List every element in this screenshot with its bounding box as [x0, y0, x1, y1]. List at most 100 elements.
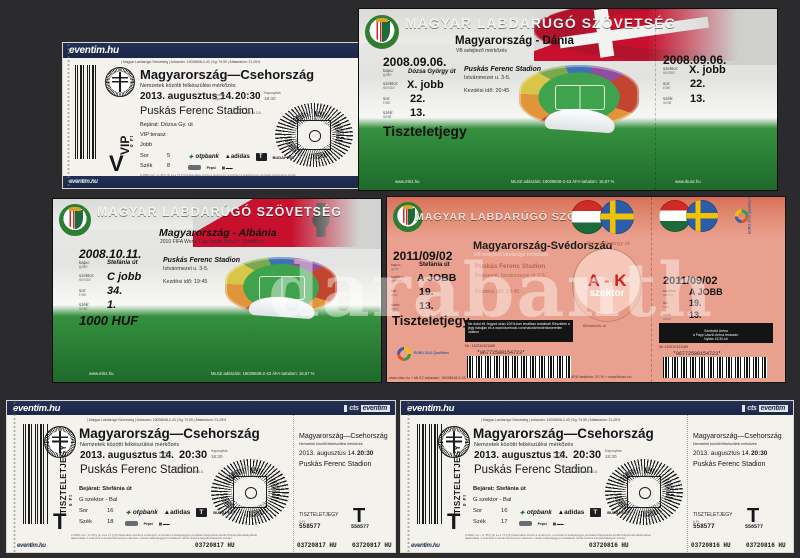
stub-category: TISZTELETJEGY	[693, 512, 733, 518]
category-vertical: TISZTELETJEGY	[453, 444, 462, 514]
footer-center-tax: ÁFA-tartalom: 20 % + www.ibusz.hu	[571, 375, 632, 379]
seat-value: 1.	[107, 299, 117, 311]
euro-ring-icon-bottom	[397, 347, 411, 361]
gate-open-label: Kapunyitás	[211, 449, 228, 453]
row-label: sor: row	[383, 96, 391, 106]
sector-label-hu: szektor:	[383, 81, 399, 86]
venue-name: Puskás Ferenc Stadion	[474, 464, 593, 476]
seat-label-hu: szék:	[79, 302, 90, 307]
stub-seat-label: szék seat	[663, 313, 671, 321]
stub-barcode	[663, 357, 767, 378]
price-vertical: 0 Ft	[129, 134, 134, 147]
row-label: sor: row	[391, 289, 398, 297]
row-value: 34.	[107, 285, 123, 297]
sector-value: C jobb	[107, 271, 142, 283]
stub-date: 2008.09.06.	[663, 53, 727, 67]
stub-number: 558577	[299, 523, 321, 530]
euro-ring-icon	[734, 208, 749, 223]
row-label: Sor	[140, 153, 149, 159]
gate-top-note: Dózsa György út	[587, 241, 630, 247]
sponsor-otpbank: otpbank	[188, 153, 219, 161]
euro-logo-label-bottom: EURO 2012 Qualifiers	[414, 351, 449, 356]
stub-seat-label-hu: szék	[663, 312, 672, 317]
flag-hungary-icon-stub	[659, 200, 691, 232]
sector-value: X. jobb	[407, 79, 444, 91]
stub-sector-label-hu: szektor:	[663, 66, 679, 71]
ticket-mlsz-2011-se[interactable]: MAGYAR LABDARÚGÓ SZÖVETSÉG EURO 2012 Qua…	[386, 196, 786, 383]
header-right-fade	[647, 9, 777, 65]
ticket-meta-line: | Magyar Labdarúgó Szövetség | Adószám: …	[87, 418, 227, 422]
sector-label-en: sector	[79, 277, 91, 283]
stub-row-label: sor: row	[663, 81, 670, 91]
entrance-info: Bejárat: Stefánia út	[473, 486, 526, 492]
footer-right-url[interactable]: www.ibusz.hu	[675, 179, 701, 184]
match-subtitle: VB selejtező mérkőzés	[456, 48, 507, 54]
sponsor-pill-2: Pepsi	[143, 521, 153, 526]
venue-address: Istvánmezei u. 3-5.	[464, 75, 511, 81]
row-label-hu: sor:	[383, 96, 391, 101]
category-big-letter: V	[109, 151, 124, 176]
gate-label-en: gate	[383, 72, 392, 78]
flag-sweden-icon	[600, 200, 634, 234]
kickoff-time: 20:30	[179, 449, 208, 461]
ticket-eventim-2013-cz-b[interactable]: eventim.hu cts eventim | Magyar Labdarúg…	[400, 400, 794, 553]
stub-row-value: 22.	[690, 78, 706, 90]
seat-label-en: seat	[383, 114, 392, 120]
match-subtitle: Nemzetek közötti felkészülési mérkőzés	[474, 442, 574, 448]
stub-barcode-number: *06772500154723*	[673, 351, 722, 357]
sector-info: G szektor - Bal	[473, 497, 512, 503]
cts-eventim-logo: cts eventim	[344, 404, 390, 412]
stub-note-text: Szurkolói Aréna a Papp László Aréna tera…	[692, 329, 740, 342]
sector-badge-note: Bilétakérés: ut	[583, 324, 606, 328]
row-label-en: row	[391, 292, 398, 297]
footer-left-url[interactable]: www.mlsz.hu	[89, 371, 114, 376]
stub-price: 0 Ft	[299, 520, 305, 524]
price-vertical: 0 Ft	[462, 494, 467, 506]
legal-text: A 2008. évi I. tv. 55.§ (1) és a 71.§ (2…	[71, 533, 258, 541]
ticket-category: Tiszteletjegy	[383, 123, 467, 139]
stub-match-date: 2013. augusztus 14.	[299, 450, 357, 457]
sponsor-pill-3: ▤ ▬▬	[158, 521, 170, 526]
sector-label: szektor: sector	[383, 81, 399, 91]
legal-text: A 2008. évi I. tv. 55.§ (1) és a 71.§ (2…	[465, 533, 652, 541]
eventim-logo-footer: eventim.hu	[69, 179, 98, 185]
ticket-price: 1000 HUF	[79, 313, 139, 328]
barcode	[417, 424, 442, 524]
sponsor-pill-2: Pepsi	[537, 521, 547, 526]
venue-address: Istvánmezei u. 3-5.	[163, 266, 209, 272]
sector-badge-word: szektor	[589, 287, 625, 299]
sector-label-hu: szektor:	[391, 274, 406, 279]
sponsor-pill-1	[519, 521, 532, 526]
entrance-info: Bejárat: Stefánia út	[79, 486, 132, 492]
ticket-vip-2013-cz[interactable]: eventim.hu | Magyar Labdarúgó Szövetség …	[62, 42, 362, 189]
row-label-hu: sor:	[79, 288, 87, 293]
match-title: Magyarország - Albánia	[159, 227, 277, 239]
crest-crown	[402, 204, 414, 209]
footer-left-url[interactable]: www.mlsz.hu	[395, 179, 420, 184]
stub-venue: Puskás Ferenc Stadion	[693, 461, 766, 468]
stub-sector-label-en: sector	[663, 70, 675, 76]
gate-value: Dózsa György út	[408, 69, 456, 75]
match-subtitle: Nemzetek közötti felkészülési mérkőzés	[140, 83, 236, 89]
kickoff-label: Kezdési időpont	[553, 451, 566, 459]
match-date: 2011/09/02	[393, 249, 453, 263]
stub-match-subtitle: Nemzetek közötti felkészülési mérkőzés	[299, 442, 363, 446]
ticket-mlsz-2008-dk[interactable]: MAGYAR LABDARÚGÓ SZÖVETSÉG Magyarország …	[358, 8, 778, 191]
sponsor-pill-3: ▤ ▬▬	[552, 521, 564, 526]
gate-label-hu: kapu:	[79, 260, 90, 265]
ticket-eventim-2013-cz-a[interactable]: eventim.hu cts eventim | Magyar Labdarúg…	[6, 400, 396, 553]
sponsor-otpbank: otpbank	[125, 508, 158, 517]
eventim-header-bar: eventim.hu cts eventim	[401, 401, 793, 415]
ticket-mlsz-2008-al[interactable]: MAGYAR LABDARÚGÓ SZÖVETSÉG Magyarország …	[52, 198, 382, 383]
sector-label: szektor: sector	[391, 275, 405, 283]
hungary-crest-icon	[393, 202, 423, 232]
sector-label-hu: szektor:	[79, 273, 95, 278]
gate-label-en: gate	[79, 264, 88, 270]
gate-label-hu: kapu:	[391, 262, 401, 267]
seat-value: 17	[501, 519, 508, 525]
perforation-left	[407, 401, 410, 552]
row-label-hu: sor:	[391, 288, 398, 293]
barcode-number: *06772500154723*	[477, 350, 526, 356]
seat-label: Szék	[473, 519, 486, 525]
crest-crown	[69, 206, 81, 212]
